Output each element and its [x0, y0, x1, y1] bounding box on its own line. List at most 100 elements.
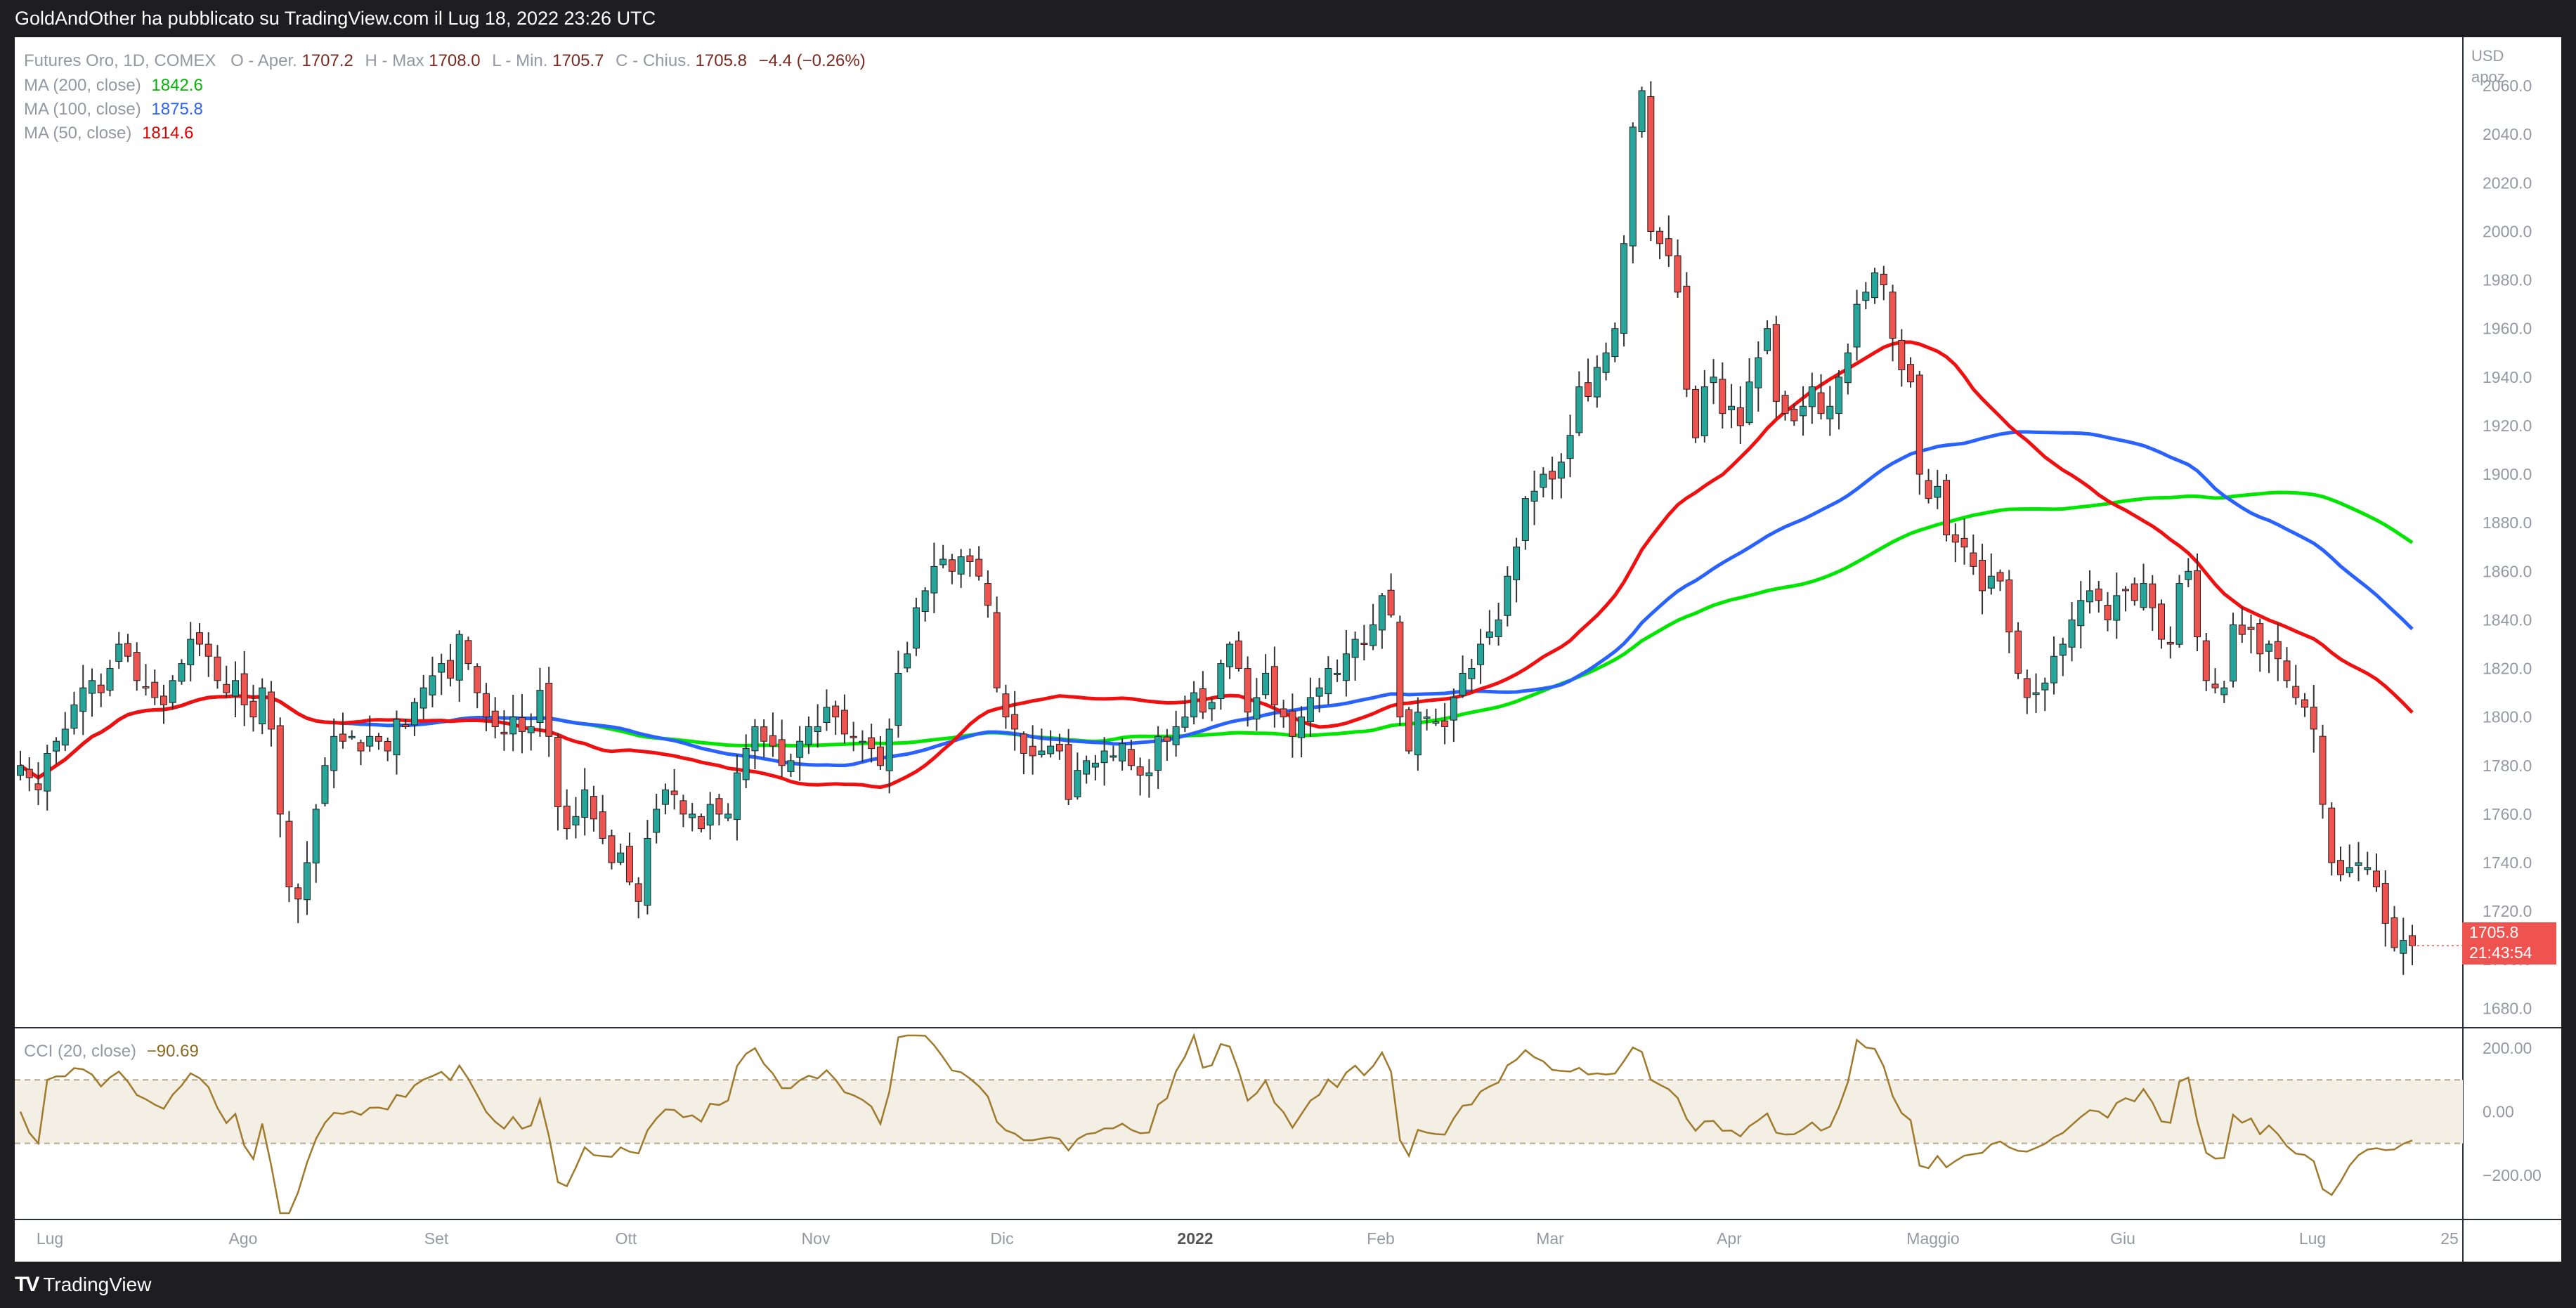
- price-tick-label: 1780.0: [2483, 757, 2532, 775]
- candle-body: [438, 663, 445, 673]
- axis-layer: 1680.01700.01720.01740.01760.01780.01800…: [15, 37, 2561, 1262]
- candle-body: [2409, 935, 2416, 946]
- candle-body: [1154, 735, 1162, 771]
- candle-body: [1217, 663, 1225, 700]
- candle-body: [1979, 559, 1986, 591]
- tradingview-logo-icon: TV: [15, 1273, 39, 1296]
- time-tick-label: Giu: [2110, 1229, 2135, 1248]
- last-price: 1705.8: [2469, 923, 2519, 941]
- candle-body: [455, 634, 463, 681]
- ma50-legend[interactable]: MA (50, close) 1814.6: [24, 124, 193, 143]
- candle-body: [142, 686, 150, 689]
- candle-body: [321, 765, 329, 804]
- candle-body: [1611, 328, 1619, 358]
- candle-body: [617, 852, 625, 863]
- candle-body: [840, 709, 848, 735]
- candle-body: [2256, 623, 2264, 655]
- ma200-legend[interactable]: MA (200, close) 1842.6: [24, 76, 203, 96]
- candle-body: [419, 687, 427, 709]
- ma200-value: 1842.6: [151, 76, 203, 95]
- cci-layer: [15, 1033, 2463, 1215]
- price-chart[interactable]: 1680.01700.01720.01740.01760.01780.01800…: [15, 37, 2561, 1262]
- ma100-legend[interactable]: MA (100, close) 1875.8: [24, 100, 203, 119]
- candle-body: [70, 704, 78, 729]
- price-tick-label: 1680.0: [2483, 999, 2532, 1017]
- candle-body: [1620, 243, 1628, 334]
- ma50-label: MA (50, close): [24, 124, 132, 143]
- candle-body: [1002, 693, 1010, 718]
- candle-body: [1378, 595, 1386, 631]
- candle-body: [2113, 595, 2121, 621]
- candle-body: [581, 789, 589, 818]
- candle-body: [1871, 272, 1879, 299]
- cci-legend[interactable]: CCI (20, close) −90.69: [24, 1042, 199, 1061]
- candle-body: [1038, 750, 1046, 755]
- last-price-badge: 1705.8 21:43:54: [2462, 922, 2556, 964]
- candle-body: [2211, 684, 2219, 688]
- candle-body: [151, 681, 159, 698]
- candle-body: [2041, 682, 2049, 691]
- candle-body: [1091, 762, 1099, 768]
- candle-body: [106, 668, 114, 691]
- candle-body: [1020, 733, 1027, 754]
- candle-body: [518, 717, 526, 732]
- candle-body: [2166, 641, 2174, 645]
- time-tick-label: Apr: [1717, 1229, 1742, 1248]
- candle-body: [1700, 386, 1708, 436]
- candle-body: [44, 752, 51, 792]
- candle-body: [482, 693, 490, 718]
- candle-body: [357, 742, 365, 752]
- candle-body: [2104, 605, 2112, 620]
- candle-body: [1907, 364, 1915, 383]
- candle-body: [1011, 714, 1019, 730]
- candle-body: [2355, 862, 2362, 866]
- candle-body: [1692, 388, 1700, 438]
- time-tick-label: Set: [424, 1229, 449, 1248]
- close-value: 1705.8: [695, 51, 747, 70]
- candle-body: [2346, 867, 2353, 873]
- candle-body: [1764, 328, 1771, 351]
- price-tick-label: 1860.0: [2483, 562, 2532, 580]
- candle-body: [2059, 643, 2067, 656]
- candle-body: [885, 728, 893, 771]
- scale-mode-label[interactable]: apoz: [2471, 68, 2505, 86]
- candle-body: [285, 820, 293, 888]
- candle-body: [724, 813, 732, 819]
- time-tick-label: Lug: [2299, 1229, 2326, 1248]
- candle-body: [572, 816, 580, 825]
- chart-panel[interactable]: 1680.01700.01720.01740.01760.01780.01800…: [15, 37, 2561, 1262]
- candle-body: [446, 660, 454, 679]
- candle-body: [1728, 405, 1736, 410]
- candle-body: [384, 740, 391, 752]
- candle-body: [187, 639, 195, 665]
- candle-body: [1190, 692, 1198, 718]
- candle-body: [760, 726, 768, 742]
- candle-body: [1423, 717, 1431, 719]
- candle-body: [859, 740, 866, 743]
- tradingview-logo[interactable]: TV TradingView: [15, 1273, 151, 1297]
- candle-body: [1566, 435, 1574, 459]
- candle-body: [778, 739, 786, 766]
- candle-body: [160, 695, 167, 705]
- candle-body: [1441, 720, 1449, 727]
- currency-label: USD: [2471, 47, 2504, 65]
- price-tick-label: 2000.0: [2483, 222, 2532, 240]
- candle-body: [330, 735, 338, 771]
- candle-body: [644, 837, 651, 906]
- time-tick-label: Ago: [229, 1229, 258, 1248]
- candle-body: [25, 769, 33, 778]
- candle-body: [1262, 672, 1270, 695]
- candle-body: [312, 809, 320, 864]
- candle-body: [2122, 589, 2130, 591]
- candle-body: [1199, 688, 1206, 713]
- candle-body: [1844, 352, 1852, 384]
- candle-body: [1208, 702, 1216, 709]
- price-tick-label: 1840.0: [2483, 610, 2532, 629]
- candle-body: [1665, 238, 1672, 256]
- price-tick-label: 1820.0: [2483, 660, 2532, 678]
- candle-body: [1315, 687, 1323, 697]
- candle-body: [474, 666, 481, 693]
- candle-body: [1781, 395, 1789, 414]
- price-tick-label: 2060.0: [2483, 77, 2532, 95]
- price-tick-label: 2040.0: [2483, 125, 2532, 143]
